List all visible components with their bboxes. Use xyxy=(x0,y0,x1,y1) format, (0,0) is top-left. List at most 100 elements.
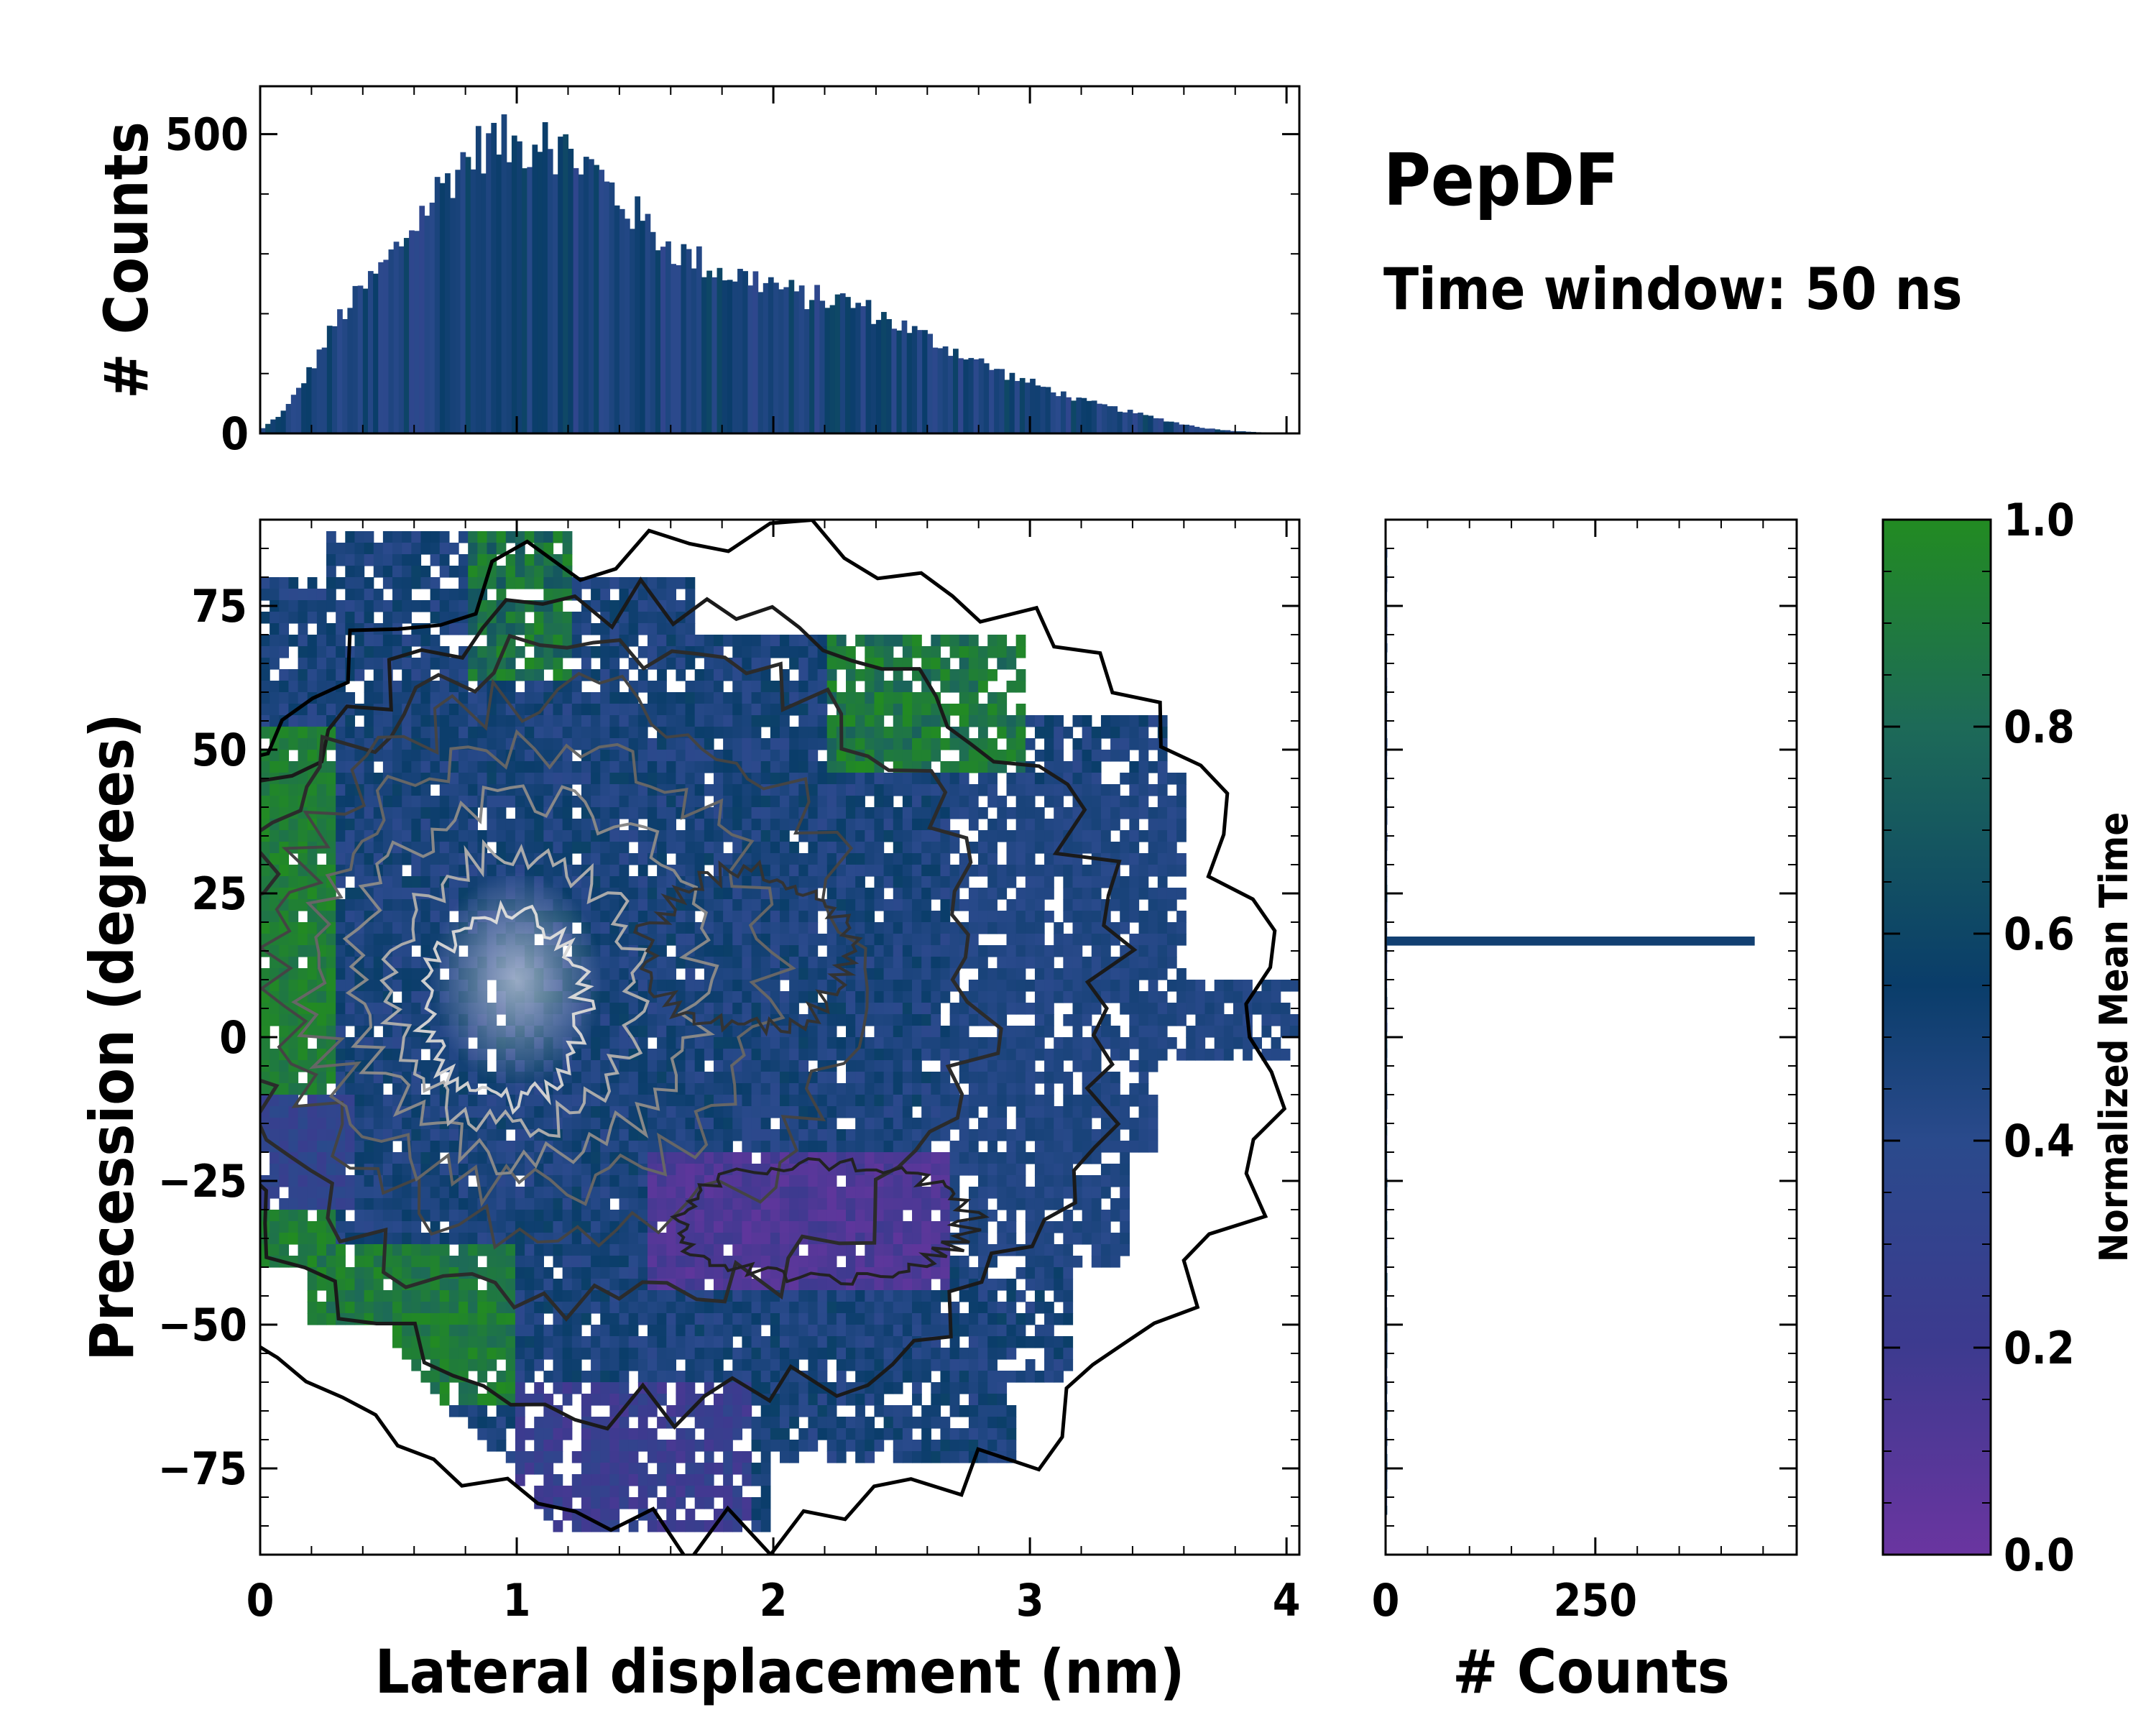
heatmap-cell xyxy=(997,646,1008,658)
heatmap-cell xyxy=(912,922,922,934)
heatmap-cell xyxy=(732,646,743,658)
heatmap-cell xyxy=(931,1072,941,1084)
heatmap-cell xyxy=(382,888,393,900)
heatmap-cell xyxy=(411,876,422,888)
heatmap-cell xyxy=(288,635,299,647)
heatmap-cell xyxy=(373,934,384,946)
heatmap-cell xyxy=(704,1198,714,1210)
heatmap-cell xyxy=(270,1129,280,1141)
top-histogram-bar xyxy=(711,277,718,433)
heatmap-cell xyxy=(704,1072,714,1084)
heatmap-cell xyxy=(1138,945,1149,957)
top-histogram-bar xyxy=(1019,377,1026,433)
heatmap-cell xyxy=(676,715,686,727)
heatmap-cell xyxy=(931,1026,941,1038)
heatmap-cell xyxy=(1100,1026,1111,1038)
heatmap-cell xyxy=(694,1164,705,1176)
heatmap-cell xyxy=(1138,773,1149,785)
heatmap-cell xyxy=(619,1037,630,1049)
heatmap-cell xyxy=(713,1141,724,1153)
heatmap-cell xyxy=(487,623,497,635)
heatmap-cell xyxy=(997,1152,1008,1164)
heatmap-cell xyxy=(571,681,582,693)
heatmap-cell xyxy=(392,819,402,831)
heatmap-cell xyxy=(647,600,658,612)
heatmap-cell xyxy=(459,531,469,543)
heatmap-cell xyxy=(704,1003,714,1015)
heatmap-cell xyxy=(382,635,393,647)
heatmap-cell xyxy=(496,830,507,842)
heatmap-cell xyxy=(1082,957,1092,969)
heatmap-cell xyxy=(978,853,988,865)
heatmap-cell xyxy=(392,566,402,578)
heatmap-cell xyxy=(997,1175,1008,1187)
heatmap-cell xyxy=(270,612,280,624)
heatmap-cell xyxy=(591,1118,601,1130)
heatmap-cell xyxy=(619,1106,630,1118)
heatmap-cell xyxy=(912,738,922,750)
heatmap-cell xyxy=(931,1198,941,1210)
heatmap-cell xyxy=(893,1175,903,1187)
heatmap-cell xyxy=(959,1152,969,1164)
heatmap-cell xyxy=(591,600,601,612)
heatmap-cell xyxy=(1063,1141,1074,1153)
heatmap-cell xyxy=(345,1141,356,1153)
heatmap-cell xyxy=(893,865,903,877)
heatmap-cell xyxy=(808,704,819,716)
heatmap-cell xyxy=(448,830,459,842)
heatmap-cell xyxy=(666,1106,676,1118)
top-histogram-bar xyxy=(414,231,420,433)
heatmap-cell xyxy=(459,1072,469,1084)
heatmap-cell xyxy=(354,577,365,589)
heatmap-cell xyxy=(525,1198,535,1210)
heatmap-cell xyxy=(666,819,676,831)
heatmap-cell xyxy=(505,600,516,612)
heatmap-cell xyxy=(496,750,507,762)
heatmap-cell xyxy=(534,623,544,635)
heatmap-cell xyxy=(883,865,894,877)
heatmap-cell xyxy=(826,1141,837,1153)
heatmap-cell xyxy=(392,704,402,716)
top-histogram-bar xyxy=(727,280,733,433)
heatmap-cell xyxy=(1129,1060,1140,1072)
heatmap-cell xyxy=(260,692,270,704)
heatmap-cell xyxy=(609,761,620,773)
heatmap-cell xyxy=(402,750,412,762)
heatmap-cell xyxy=(1063,1049,1074,1061)
heatmap-cell xyxy=(279,589,290,601)
heatmap-cell xyxy=(723,761,733,773)
heatmap-cell xyxy=(382,554,393,566)
heatmap-cell xyxy=(477,1129,488,1141)
heatmap-cell xyxy=(1034,1187,1045,1199)
heatmap-cell xyxy=(723,1060,733,1072)
heatmap-cell xyxy=(808,922,819,934)
heatmap-cell xyxy=(676,991,686,1003)
heatmap-cell xyxy=(1091,842,1102,854)
heatmap-cell xyxy=(808,911,819,923)
heatmap-cell xyxy=(1063,1164,1074,1176)
heatmap-cell xyxy=(647,623,658,635)
heatmap-cell xyxy=(798,1164,809,1176)
heatmap-cell xyxy=(826,1049,837,1061)
heatmap-cell xyxy=(543,1152,554,1164)
heatmap-cell xyxy=(978,911,988,923)
heatmap-cell xyxy=(931,1095,941,1107)
heatmap-cell xyxy=(364,715,374,727)
heatmap-cell xyxy=(940,980,951,992)
heatmap-cell xyxy=(439,1175,450,1187)
heatmap-cell xyxy=(780,830,790,842)
heatmap-cell xyxy=(336,612,346,624)
heatmap-cell xyxy=(619,1129,630,1141)
heatmap-cell xyxy=(1138,807,1149,819)
heatmap-cell xyxy=(704,658,714,670)
heatmap-cell xyxy=(723,1141,733,1153)
heatmap-cell xyxy=(288,589,299,601)
top-histogram-bar xyxy=(1174,422,1179,433)
heatmap-cell xyxy=(1157,750,1168,762)
heatmap-cell xyxy=(723,991,733,1003)
heatmap-cell xyxy=(893,911,903,923)
heatmap-cell xyxy=(940,1072,951,1084)
heatmap-cell xyxy=(307,738,318,750)
heatmap-cell xyxy=(420,577,431,589)
heatmap-cell xyxy=(997,1072,1008,1084)
